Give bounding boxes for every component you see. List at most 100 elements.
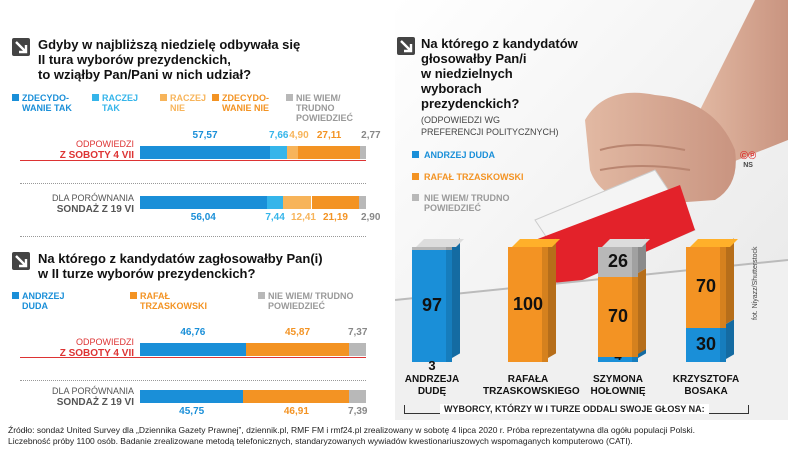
separator xyxy=(20,357,366,358)
photo-credit: fot. Niyazz/Shutterstock xyxy=(752,246,759,320)
column-value: 100 xyxy=(512,293,544,314)
q3-title: Na którego z kandydatów głosowałby Pan/i… xyxy=(421,36,578,111)
value-label: 56,04 xyxy=(190,212,216,223)
bar-segment xyxy=(287,146,299,159)
legend-swatch xyxy=(258,292,265,299)
bar-segment xyxy=(349,390,367,403)
separator xyxy=(20,380,366,381)
value-label: 12,41 xyxy=(290,212,316,223)
legend-swatch xyxy=(12,292,19,299)
stacked-bar xyxy=(140,146,366,159)
column-side xyxy=(638,268,646,354)
bar-segment xyxy=(283,196,312,209)
legend-swatch xyxy=(286,94,293,101)
value-label: 27,11 xyxy=(316,130,342,141)
value-label: 57,57 xyxy=(192,130,218,141)
column-value: 70 xyxy=(607,306,629,327)
candidate-label: KRZYSZTOFA BOSAKA xyxy=(672,374,740,397)
q1-row1-label: ODPOWIEDZI Z SOBOTY 4 VII xyxy=(59,139,134,161)
logo: ©℗ NS xyxy=(740,150,757,169)
q1-row2-label: DLA PORÓWNANIA SONDAŻ Z 19 VI xyxy=(51,193,134,215)
bar-segment xyxy=(243,390,350,403)
bar-segment xyxy=(245,343,350,356)
value-label: 46,91 xyxy=(283,406,309,417)
column-top xyxy=(602,239,650,247)
column-top xyxy=(690,239,738,247)
value-label: 7,44 xyxy=(265,212,285,223)
legend-item: NIE WIEM/ TRUDNO POWIEDZIEĆ xyxy=(412,193,510,213)
column-segment xyxy=(412,250,452,362)
legend-item: RAFAŁ TRZASKOWSKI xyxy=(130,291,207,311)
stacked-bar xyxy=(140,390,367,403)
column-segment xyxy=(598,247,638,277)
column-value: 30 xyxy=(695,333,717,354)
q2-title: Na którego z kandydatów zagłosowałby Pan… xyxy=(38,251,323,281)
column-segment xyxy=(598,276,638,358)
bar-segment xyxy=(359,146,366,159)
q2-row2-label: DLA PORÓWNANIA SONDAŻ Z 19 VI xyxy=(51,386,134,408)
arrow-icon xyxy=(12,252,30,270)
legend-item: ZDECYDO- WANIE TAK xyxy=(12,93,72,113)
arrow-icon xyxy=(397,37,415,55)
bar-segment xyxy=(140,343,246,356)
legend-item: RACZEJ NIE xyxy=(160,93,206,113)
column-segment xyxy=(412,247,452,251)
q3-subtitle: (ODPOWIEDZI WG PREFERENCJI POLITYCZNYCH) xyxy=(421,115,559,137)
stacked-bar xyxy=(140,196,366,209)
column-value: 26 xyxy=(607,250,629,271)
value-label: 2,90 xyxy=(360,212,381,223)
legend-swatch xyxy=(12,94,19,101)
column-value: 97 xyxy=(421,295,443,316)
column-value: 3 xyxy=(428,358,436,373)
q3-footnote: WYBORCY, KTÓRZY W I TURZE ODDALI SWOJE G… xyxy=(440,404,709,414)
column-segment xyxy=(598,357,638,362)
legend-swatch xyxy=(212,94,219,101)
column-segment xyxy=(686,247,726,328)
legend-item: ANDRZEJ DUDA xyxy=(12,291,65,311)
q1-title: Gdyby w najbliższą niedzielę odbywała si… xyxy=(38,37,301,82)
bar-segment xyxy=(140,146,271,159)
column-segment xyxy=(686,327,726,362)
legend-swatch xyxy=(412,151,419,158)
candidate-label: ANDRZEJA DUDĘ xyxy=(404,374,460,397)
stacked-bar xyxy=(140,343,366,356)
source-note: Źródło: sondaż United Survey dla „Dzienn… xyxy=(8,425,695,446)
legend-swatch xyxy=(412,194,419,201)
separator xyxy=(20,236,366,237)
value-label: 2,77 xyxy=(361,130,381,141)
candidate-label: RAFAŁA TRZASKOWSKIEGO xyxy=(483,374,580,397)
column-side xyxy=(726,238,734,324)
legend-swatch xyxy=(412,173,419,180)
bar-segment xyxy=(140,196,267,209)
legend-item: ANDRZEJ DUDA xyxy=(412,150,495,160)
separator xyxy=(20,183,366,184)
legend-item: NIE WIEM/ TRUDNO POWIEDZIEĆ xyxy=(258,291,354,311)
legend-swatch xyxy=(92,94,99,101)
value-label: 7,37 xyxy=(347,327,368,338)
bar-segment xyxy=(270,146,288,159)
value-label: 7,66 xyxy=(269,130,289,141)
bar-segment xyxy=(311,196,360,209)
ballot-photo xyxy=(395,0,788,420)
value-label: 46,76 xyxy=(180,327,206,338)
separator xyxy=(20,160,366,161)
column-segment xyxy=(508,247,548,362)
legend-swatch xyxy=(160,94,167,101)
column-value: 70 xyxy=(695,276,717,297)
legend-item: RACZEJ TAK xyxy=(92,93,138,113)
legend-item: RAFAŁ TRZASKOWSKI xyxy=(412,172,524,182)
column-side xyxy=(452,241,460,358)
bar-segment xyxy=(266,196,284,209)
arrow-icon xyxy=(12,38,30,56)
value-label: 4,90 xyxy=(289,130,309,141)
value-label: 7,39 xyxy=(348,406,368,417)
legend-item: ZDECYDO- WANIE NIE xyxy=(212,93,269,113)
candidate-label: SZYMONA HOŁOWNIĘ xyxy=(590,374,646,397)
q2-row1-label: ODPOWIEDZI Z SOBOTY 4 VII xyxy=(59,337,134,359)
column-side xyxy=(548,238,556,358)
value-label: 45,75 xyxy=(179,406,205,417)
value-label: 45,87 xyxy=(284,327,311,338)
bar-segment xyxy=(359,196,366,209)
legend-item: NIE WIEM/TRUDNO POWIEDZIEĆ xyxy=(286,93,353,123)
column-top xyxy=(416,239,464,247)
